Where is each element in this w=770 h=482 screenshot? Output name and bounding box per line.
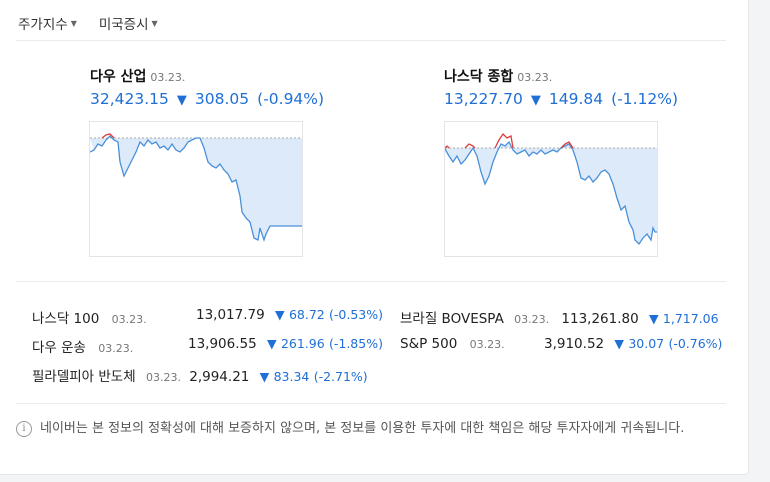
tab-stock-index[interactable]: 주가지수 ▼	[18, 12, 77, 34]
market-index-card: 주가지수 ▼ 미국증시 ▼ 다우 산업 03.23. 32,423.15 ▼ 308.05…	[0, 0, 749, 475]
index-row-dow-transport[interactable]: 다우 운송 03.23.	[32, 336, 133, 356]
caret-down-icon: ▼	[151, 18, 158, 28]
disclaimer: i 네이버는 본 정보의 정확성에 대해 보증하지 않으며, 본 정보를 이용한…	[16, 420, 728, 438]
index-name: 나스닥 종합	[444, 69, 514, 85]
dow-line	[89, 135, 302, 243]
down-arrow-icon: ▼	[649, 311, 659, 326]
row-percent: (-1.85%)	[328, 336, 383, 351]
info-icon: i	[16, 421, 32, 437]
row-value: 3,910.52	[544, 336, 605, 352]
row-change: 83.34	[273, 369, 310, 384]
index-date: 03.23.	[150, 71, 186, 84]
row-value: 13,906.55	[188, 336, 257, 352]
row-date: 03.23.	[469, 338, 505, 351]
down-arrow-icon: ▼	[614, 336, 625, 351]
row-date: 03.23.	[145, 371, 181, 384]
row-percent: (-0.76%)	[668, 336, 723, 351]
disclaimer-text: 네이버는 본 정보의 정확성에 대해 보증하지 않으며, 본 정보를 이용한 투…	[40, 421, 685, 436]
index-row-sp500-values: 3,910.52 ▼ 30.07 (-0.76%)	[544, 336, 722, 352]
index-value: 32,423.15	[90, 90, 169, 108]
dow-summary[interactable]: 다우 산업 03.23. 32,423.15 ▼ 308.05 (-0.94%)	[90, 66, 332, 108]
row-name: 브라질 BOVESPA	[400, 311, 504, 327]
row-value: 113,261.80	[561, 311, 639, 327]
down-arrow-icon: ▼	[267, 336, 277, 351]
nasdaq-up-segment-3	[494, 132, 514, 149]
index-tabs: 주가지수 ▼ 미국증시 ▼	[18, 12, 158, 34]
tab-label: 주가지수	[18, 17, 68, 33]
dow-chart-svg	[89, 133, 302, 243]
nasdaq-summary[interactable]: 나스닥 종합 03.23. 13,227.70 ▼ 149.84 (-1.12%)	[444, 66, 686, 108]
row-date: 03.23.	[514, 313, 550, 326]
index-name: 다우 산업	[90, 69, 147, 85]
divider	[16, 403, 726, 404]
row-name: 필라델피아 반도체	[32, 369, 136, 385]
index-row-nasdaq100-values: 13,017.79 ▼ 68.72 (-0.53%)	[196, 307, 383, 323]
row-name: 다우 운송	[32, 340, 86, 356]
index-percent: (-1.12%)	[611, 90, 679, 108]
nasdaq-chart[interactable]	[444, 121, 658, 257]
down-arrow-icon: ▼	[275, 307, 285, 322]
row-change: 30.07	[628, 336, 665, 351]
nasdaq-chart-svg	[444, 132, 657, 246]
index-row-sp500[interactable]: S&P 500 03.23.	[400, 336, 505, 352]
index-change: 308.05	[194, 90, 250, 108]
index-row-sox[interactable]: 필라델피아 반도체 03.23. 2,994.21 ▼ 83.34 (-2.71…	[32, 365, 368, 385]
divider	[16, 40, 726, 41]
caret-down-icon: ▼	[70, 18, 77, 28]
index-percent: (-0.94%)	[257, 90, 325, 108]
index-row-bovespa[interactable]: 브라질 BOVESPA 03.23. 113,261.80 ▼ 1,717.06	[400, 307, 719, 327]
nasdaq-up-segment-1	[444, 145, 450, 149]
row-change: 1,717.06	[662, 311, 719, 326]
index-row-nasdaq100[interactable]: 나스닥 100 03.23.	[32, 307, 147, 327]
nasdaq-up-segment-2	[464, 143, 476, 149]
index-date: 03.23.	[517, 71, 553, 84]
tab-label: 미국증시	[98, 17, 149, 33]
down-arrow-icon: ▼	[176, 93, 187, 108]
dow-up-segment	[101, 133, 115, 139]
row-date: 03.23.	[111, 313, 147, 326]
down-arrow-icon: ▼	[259, 369, 270, 384]
row-change: 68.72	[288, 307, 325, 322]
dow-area	[90, 136, 302, 240]
row-percent: (-0.53%)	[329, 307, 384, 322]
index-value: 13,227.70	[444, 90, 523, 108]
tab-us-stocks[interactable]: 미국증시 ▼	[99, 12, 158, 34]
row-value: 13,017.79	[196, 307, 265, 323]
row-date: 03.23.	[98, 342, 134, 355]
row-name: 나스닥 100	[32, 311, 100, 327]
row-change: 261.96	[280, 336, 325, 351]
row-percent: (-2.71%)	[313, 369, 368, 384]
down-arrow-icon: ▼	[530, 93, 541, 108]
dow-chart[interactable]	[89, 121, 303, 257]
nasdaq-area	[445, 142, 657, 244]
row-value: 2,994.21	[189, 369, 250, 385]
index-change: 149.84	[548, 90, 604, 108]
nasdaq-up-segment-4	[560, 141, 574, 149]
divider	[16, 281, 726, 282]
index-row-dow-transport-values: 13,906.55 ▼ 261.96 (-1.85%)	[188, 336, 383, 352]
row-name: S&P 500	[400, 336, 458, 352]
nasdaq-line	[444, 140, 657, 246]
